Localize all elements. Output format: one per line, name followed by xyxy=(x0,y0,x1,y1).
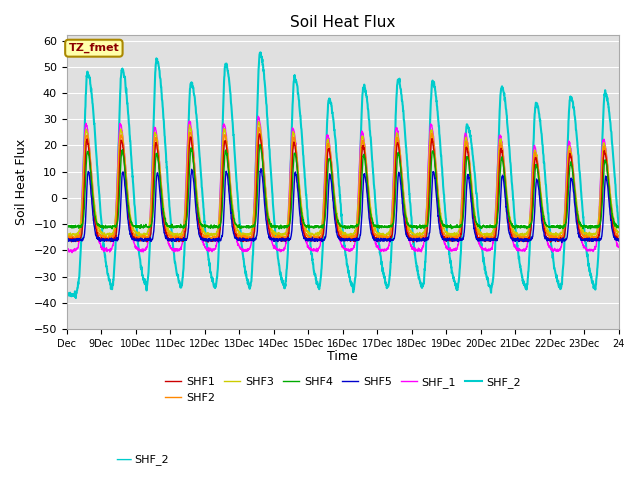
Line: SHF5: SHF5 xyxy=(67,169,619,243)
SHF_2 xyxy=(237,235,245,241)
X-axis label: Time: Time xyxy=(328,350,358,363)
SHF5 xyxy=(509,237,517,243)
SHF4 xyxy=(615,225,623,230)
SHF4 xyxy=(541,218,548,224)
SHF_1 xyxy=(376,247,384,252)
SHF2 xyxy=(607,206,615,212)
Text: —: — xyxy=(115,449,132,468)
SHF3 xyxy=(509,228,517,233)
SHF5 xyxy=(237,239,245,244)
Text: SHF_2: SHF_2 xyxy=(134,454,169,465)
SHF1 xyxy=(237,236,245,242)
SHF3 xyxy=(237,232,245,238)
SHF3 xyxy=(63,231,70,237)
Y-axis label: Soil Heat Flux: Soil Heat Flux xyxy=(15,139,28,225)
SHF5 xyxy=(63,238,70,244)
SHF_2 xyxy=(376,252,384,258)
Title: Soil Heat Flux: Soil Heat Flux xyxy=(290,15,396,30)
SHF_2 xyxy=(615,224,623,230)
SHF2 xyxy=(376,234,384,240)
SHF1 xyxy=(118,139,125,145)
SHF_2 xyxy=(118,67,126,72)
SHF4 xyxy=(509,223,517,229)
SHF5 xyxy=(558,240,566,246)
SHF_2 xyxy=(541,166,548,172)
SHF3 xyxy=(607,201,615,207)
SHF1 xyxy=(541,228,548,234)
SHF4 xyxy=(275,226,283,232)
SHF1 xyxy=(376,237,384,242)
SHF3 xyxy=(541,216,548,222)
SHF2 xyxy=(509,230,517,236)
SHF4 xyxy=(376,223,384,229)
SHF1 xyxy=(615,237,623,242)
SHF_1 xyxy=(237,245,245,251)
SHF_2 xyxy=(607,129,615,135)
Line: SHF4: SHF4 xyxy=(67,144,619,229)
SHF1 xyxy=(509,236,517,242)
SHF2 xyxy=(63,234,70,240)
SHF_2 xyxy=(509,196,517,202)
SHF_2 xyxy=(63,294,70,300)
SHF2 xyxy=(255,125,262,131)
Legend: SHF1, SHF2, SHF3, SHF4, SHF5, SHF_1, SHF_2: SHF1, SHF2, SHF3, SHF4, SHF5, SHF_1, SHF… xyxy=(161,372,525,407)
SHF3 xyxy=(615,229,623,235)
SHF3 xyxy=(376,231,384,237)
SHF4 xyxy=(607,205,615,211)
SHF4 xyxy=(237,224,245,229)
SHF2 xyxy=(237,234,245,240)
Line: SHF_2: SHF_2 xyxy=(67,52,619,298)
SHF3 xyxy=(255,119,262,124)
SHF_2 xyxy=(72,295,80,301)
SHF4 xyxy=(63,224,70,230)
Text: TZ_fmet: TZ_fmet xyxy=(68,43,119,53)
SHF3 xyxy=(172,234,179,240)
SHF4 xyxy=(257,142,264,147)
Line: SHF2: SHF2 xyxy=(67,128,619,240)
SHF5 xyxy=(257,166,265,172)
SHF5 xyxy=(540,233,548,239)
SHF_1 xyxy=(68,250,76,255)
Line: SHF_1: SHF_1 xyxy=(67,116,619,252)
SHF2 xyxy=(541,223,548,228)
Line: SHF3: SHF3 xyxy=(67,121,619,237)
SHF_1 xyxy=(118,128,126,133)
SHF2 xyxy=(410,237,418,243)
SHF_1 xyxy=(541,226,548,232)
Line: SHF1: SHF1 xyxy=(67,134,619,242)
SHF5 xyxy=(118,174,125,180)
SHF_1 xyxy=(255,113,262,119)
SHF1 xyxy=(204,240,212,245)
SHF_1 xyxy=(63,248,70,253)
SHF1 xyxy=(607,213,615,219)
SHF3 xyxy=(118,129,125,135)
SHF4 xyxy=(118,148,125,154)
SHF_1 xyxy=(509,240,517,245)
SHF_2 xyxy=(257,49,264,55)
SHF_1 xyxy=(607,205,615,211)
SHF1 xyxy=(63,236,70,241)
SHF_1 xyxy=(615,244,623,250)
SHF5 xyxy=(615,237,623,242)
SHF1 xyxy=(255,131,263,137)
SHF2 xyxy=(615,232,623,238)
SHF2 xyxy=(118,135,125,141)
SHF5 xyxy=(376,237,384,243)
SHF5 xyxy=(607,221,615,227)
